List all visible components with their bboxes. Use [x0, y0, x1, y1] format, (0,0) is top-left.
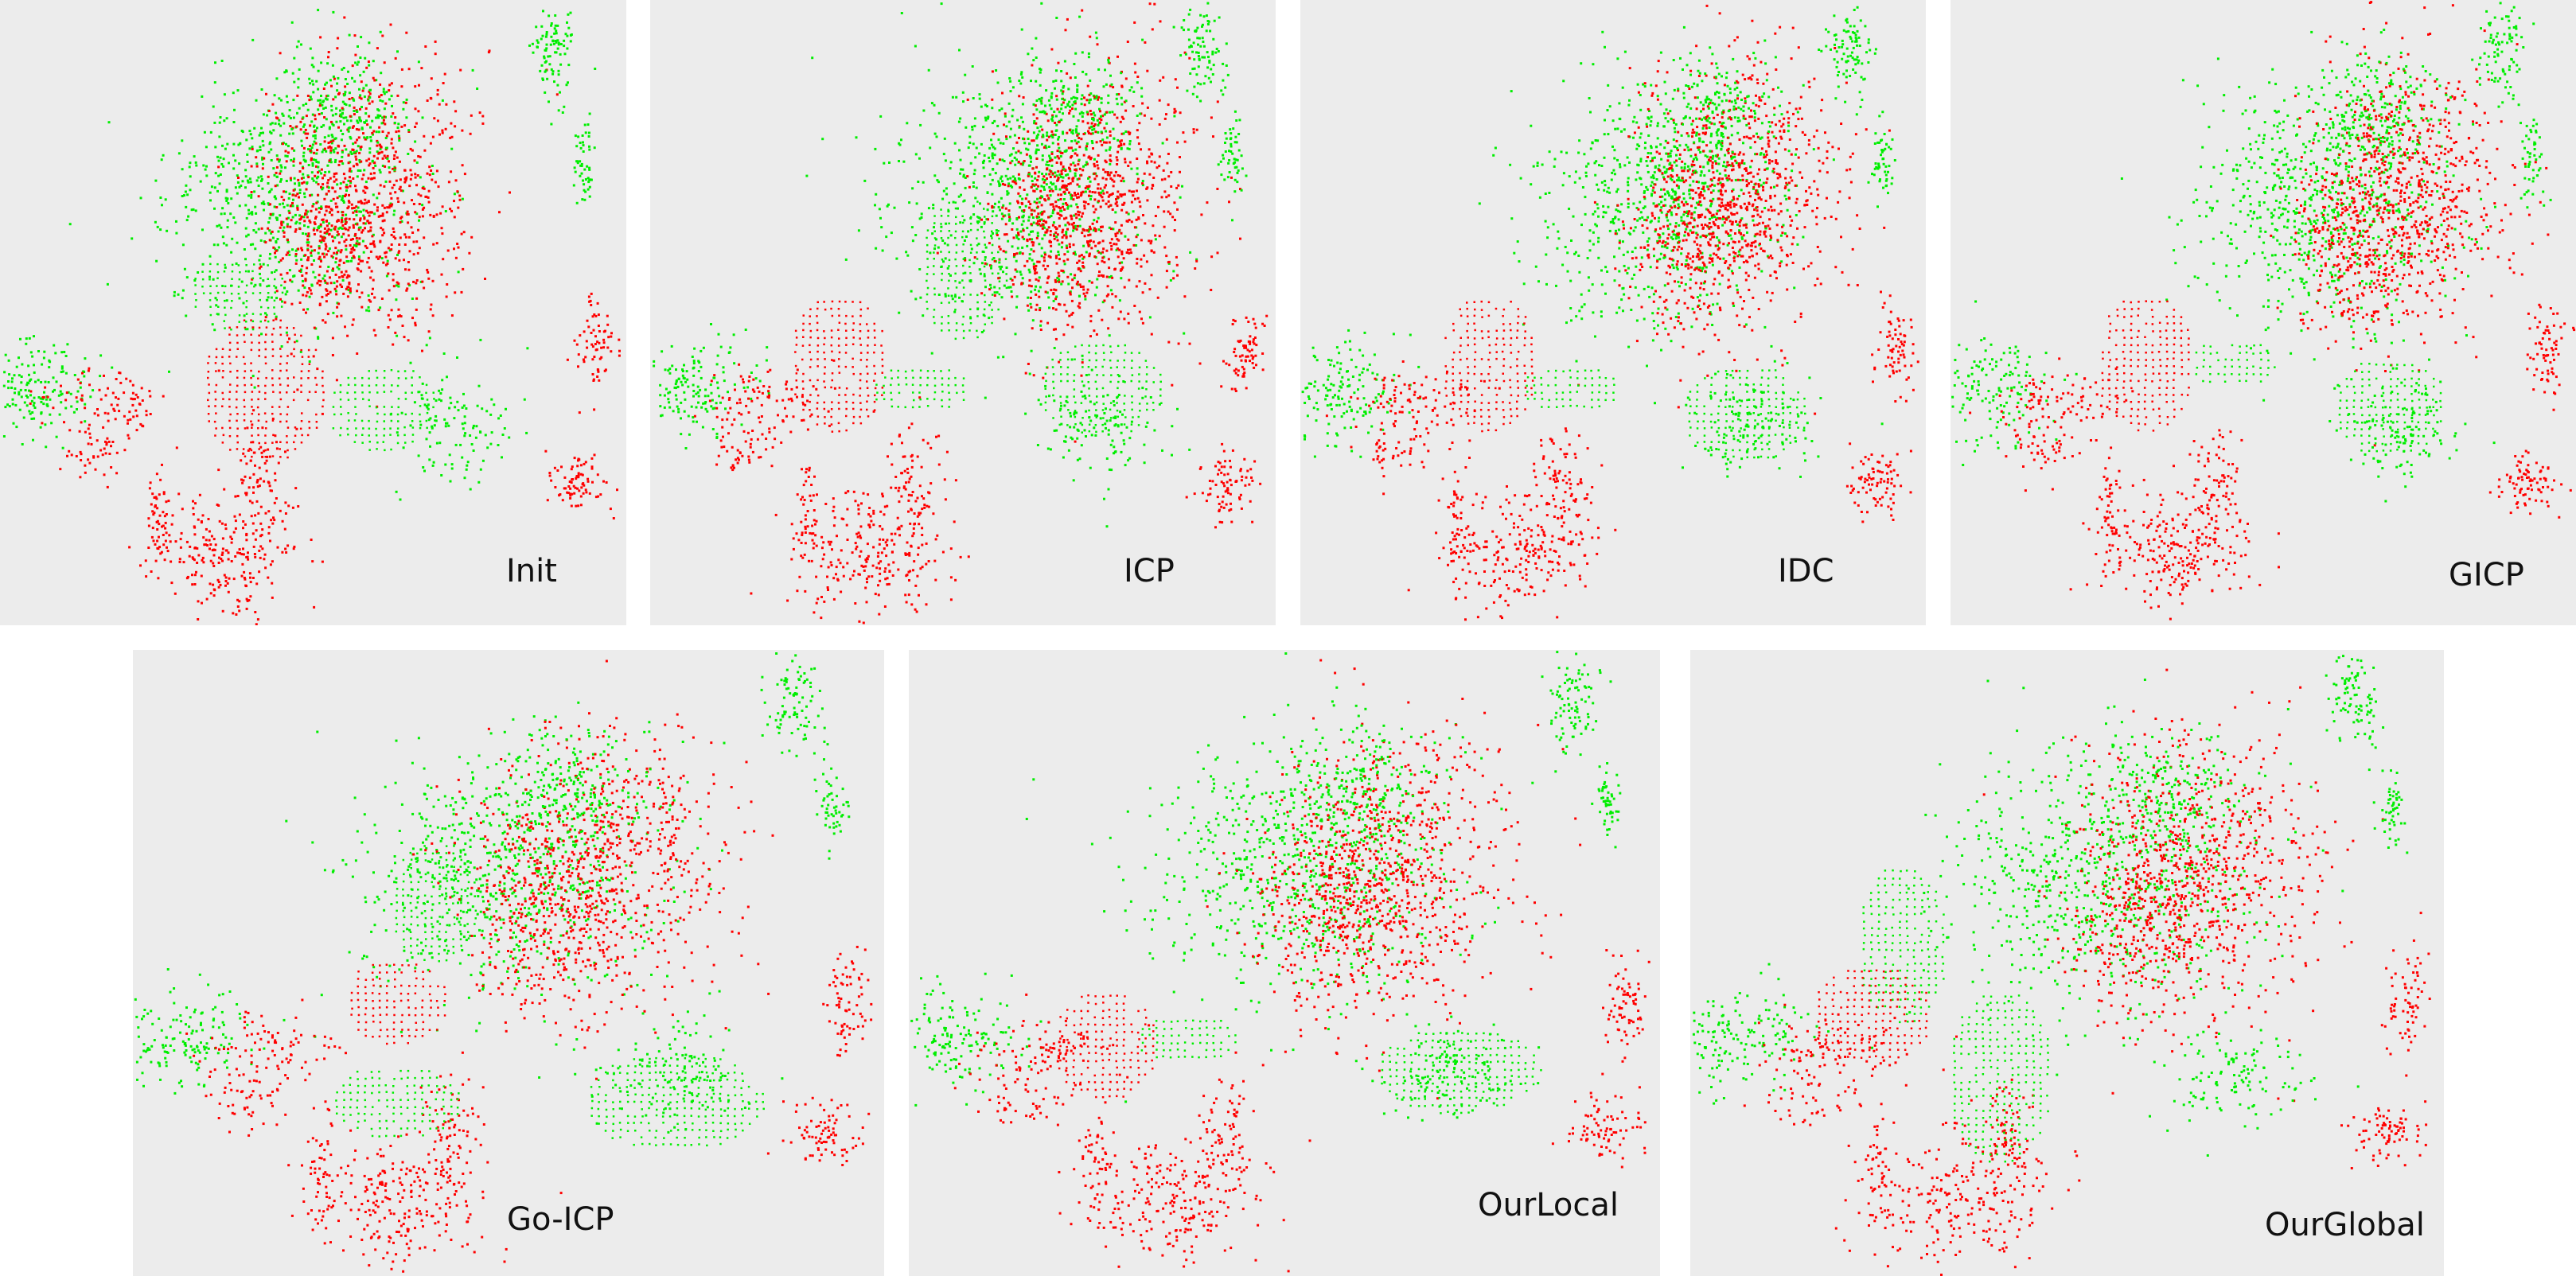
- label-ourlocal: OurLocal: [1478, 1187, 1619, 1223]
- label-init: Init: [506, 553, 557, 589]
- point-cloud-idc: [1301, 4, 1919, 621]
- panel-gicp: GICP: [1951, 0, 2576, 625]
- point-cloud-go-icp: [134, 652, 873, 1273]
- panel-icp: ICP: [650, 0, 1276, 625]
- point-cloud-ourlocal: [910, 651, 1650, 1273]
- point-cloud-ourglobal: [1692, 655, 2431, 1276]
- label-ourglobal: OurGlobal: [2265, 1207, 2425, 1243]
- label-idc: IDC: [1778, 553, 1834, 589]
- panel-idc: IDC: [1300, 0, 1926, 625]
- point-cloud-init: [2, 9, 621, 625]
- point-cloud-gicp: [1951, 1, 2576, 620]
- label-go-icp: Go-ICP: [507, 1201, 614, 1238]
- panel-go-icp: Go-ICP: [133, 650, 884, 1276]
- panel-ourglobal: OurGlobal: [1690, 650, 2444, 1276]
- label-gicp: GICP: [2449, 557, 2524, 593]
- point-cloud-icp: [653, 2, 1269, 624]
- label-icp: ICP: [1124, 553, 1175, 589]
- panel-init: Init: [0, 0, 626, 625]
- panel-ourlocal: OurLocal: [909, 650, 1660, 1276]
